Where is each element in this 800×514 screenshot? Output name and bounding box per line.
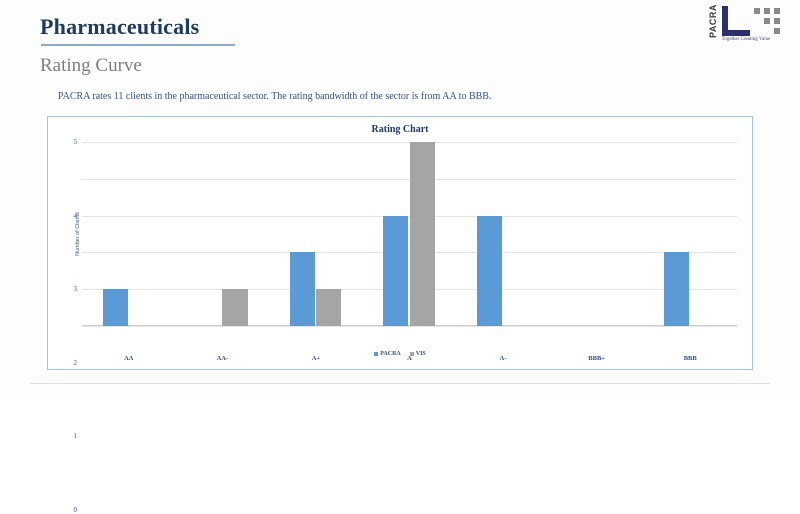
logo-mark: PACRA — [700, 4, 792, 38]
legend-label: PACRA — [380, 351, 401, 357]
footer-divider — [30, 383, 770, 384]
chart-plot-area: Number of Clients 0 1 2 3 4 5 AA AA- A+ A A- BBB+ BB… — [74, 138, 737, 514]
legend-swatch-icon — [374, 352, 379, 356]
logo-tagline: Together Creating Value — [721, 37, 771, 42]
y-axis-tick-label: 0 — [73, 506, 78, 514]
y-axis-tick-label: 5 — [73, 138, 78, 146]
x-axis-tick-label: AA- — [216, 355, 229, 362]
page-subtitle: Rating Curve — [40, 55, 142, 76]
chart-bar — [383, 215, 409, 326]
x-axis-tick-label: A — [407, 355, 412, 362]
chart-bar — [664, 252, 690, 326]
chart-title: Rating Chart — [371, 124, 429, 135]
grid-line: 0 — [74, 326, 737, 514]
chart-bar — [409, 142, 435, 326]
slide-header: Pharmaceuticals Rating Curve — [0, 0, 800, 76]
chart-panel: Rating Chart Number of Clients 0 1 2 3 4 5 AA A… — [47, 116, 753, 514]
y-axis-tick-label: 4 — [73, 211, 78, 220]
chart-bar — [476, 215, 503, 326]
y-axis-tick-label: 2 — [73, 358, 78, 367]
page-title: Pharmaceuticals — [40, 14, 200, 39]
legend-label: VIS — [415, 351, 426, 357]
chart-legend: PACRA VIS — [48, 351, 752, 357]
title-underline — [41, 44, 235, 46]
pacra-logo: PACRA Together Creating Value — [700, 4, 792, 46]
chart-bar — [222, 289, 248, 326]
chart-bar — [289, 252, 315, 326]
logo-l-shape-icon — [722, 6, 750, 36]
x-axis-tick-label: AA — [124, 355, 134, 362]
logo-wordmark: PACRA — [706, 4, 720, 38]
y-axis-tick-label: 3 — [73, 285, 78, 294]
y-axis-tick-label: 1 — [73, 432, 78, 441]
body-paragraph: PACRA rates 11 clients in the pharmaceut… — [58, 91, 492, 102]
x-axis-tick-label: A+ — [311, 355, 321, 362]
x-axis-tick-label: A- — [499, 355, 507, 362]
chart-bar — [102, 289, 128, 326]
logo-squares-icon — [754, 8, 786, 34]
legend-item[interactable]: VIS — [409, 351, 426, 357]
x-axis-tick-label: BBB — [683, 355, 697, 362]
x-axis-tick-label: BBB+ — [588, 355, 605, 362]
legend-swatch-icon — [409, 352, 414, 356]
legend-item[interactable]: PACRA — [374, 351, 401, 357]
chart-bar — [315, 289, 342, 326]
